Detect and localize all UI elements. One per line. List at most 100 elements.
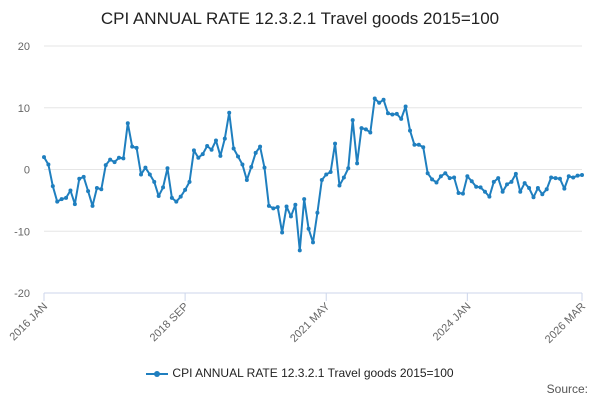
data-point[interactable]	[452, 175, 457, 180]
data-point[interactable]	[496, 176, 501, 181]
data-point[interactable]	[434, 180, 439, 185]
data-point[interactable]	[403, 104, 408, 109]
data-point[interactable]	[527, 186, 532, 191]
data-point[interactable]	[139, 172, 144, 177]
data-point[interactable]	[531, 195, 536, 200]
data-point[interactable]	[130, 144, 135, 149]
data-point[interactable]	[183, 187, 188, 192]
data-point[interactable]	[205, 144, 210, 149]
data-point[interactable]	[319, 177, 324, 182]
data-point[interactable]	[86, 189, 91, 194]
data-point[interactable]	[315, 210, 320, 215]
data-point[interactable]	[72, 202, 77, 207]
data-point[interactable]	[64, 195, 69, 200]
data-point[interactable]	[68, 188, 73, 193]
data-point[interactable]	[509, 179, 514, 184]
data-point[interactable]	[178, 194, 183, 199]
data-point[interactable]	[94, 186, 99, 191]
data-point[interactable]	[244, 177, 249, 182]
data-point[interactable]	[222, 136, 227, 141]
data-point[interactable]	[191, 148, 196, 153]
data-point[interactable]	[456, 190, 461, 195]
data-point[interactable]	[333, 141, 338, 146]
data-point[interactable]	[297, 248, 302, 253]
data-point[interactable]	[103, 163, 108, 168]
data-point[interactable]	[425, 171, 430, 176]
data-point[interactable]	[469, 179, 474, 184]
data-point[interactable]	[169, 195, 174, 200]
data-point[interactable]	[359, 126, 364, 131]
data-point[interactable]	[443, 171, 448, 176]
data-point[interactable]	[302, 197, 307, 202]
data-point[interactable]	[200, 152, 205, 157]
data-point[interactable]	[553, 176, 558, 181]
data-point[interactable]	[196, 155, 201, 160]
data-point[interactable]	[487, 194, 492, 199]
data-point[interactable]	[381, 97, 386, 102]
data-point[interactable]	[165, 166, 170, 171]
data-point[interactable]	[50, 184, 55, 189]
data-point[interactable]	[341, 175, 346, 180]
data-point[interactable]	[253, 150, 258, 155]
data-point[interactable]	[311, 240, 315, 245]
data-point[interactable]	[535, 186, 540, 191]
data-point[interactable]	[500, 189, 505, 194]
data-point[interactable]	[152, 179, 157, 184]
data-point[interactable]	[571, 175, 576, 180]
data-point[interactable]	[482, 189, 487, 194]
data-point[interactable]	[328, 169, 333, 174]
data-point[interactable]	[55, 199, 60, 204]
data-point[interactable]	[491, 179, 496, 184]
data-point[interactable]	[271, 206, 276, 211]
data-point[interactable]	[324, 172, 329, 177]
data-point[interactable]	[575, 173, 580, 178]
data-point[interactable]	[337, 183, 342, 188]
series-line[interactable]	[43, 97, 583, 252]
data-point[interactable]	[416, 142, 421, 147]
data-point[interactable]	[99, 187, 104, 192]
data-point[interactable]	[46, 162, 51, 167]
data-point[interactable]	[218, 153, 223, 158]
data-point[interactable]	[125, 121, 130, 126]
data-point[interactable]	[231, 146, 236, 151]
data-point[interactable]	[505, 182, 510, 187]
data-point[interactable]	[430, 177, 435, 182]
data-point[interactable]	[266, 203, 271, 208]
data-point[interactable]	[390, 112, 395, 117]
data-point[interactable]	[350, 118, 355, 123]
data-point[interactable]	[121, 156, 126, 161]
data-point[interactable]	[438, 174, 443, 179]
data-point[interactable]	[156, 194, 161, 199]
legend[interactable]: CPI ANNUAL RATE 12.3.2.1 Travel goods 20…	[0, 366, 600, 380]
data-point[interactable]	[143, 165, 148, 170]
data-point[interactable]	[77, 176, 82, 181]
data-point[interactable]	[236, 154, 241, 159]
data-point[interactable]	[377, 100, 382, 105]
data-point[interactable]	[566, 174, 571, 179]
data-point[interactable]	[394, 111, 399, 116]
data-point[interactable]	[544, 187, 549, 192]
data-point[interactable]	[522, 181, 527, 186]
data-point[interactable]	[90, 203, 95, 208]
data-point[interactable]	[288, 214, 293, 219]
data-point[interactable]	[368, 130, 373, 135]
data-point[interactable]	[478, 185, 483, 190]
data-point[interactable]	[275, 205, 280, 210]
data-point[interactable]	[209, 147, 214, 152]
data-point[interactable]	[147, 172, 152, 177]
data-point[interactable]	[59, 197, 64, 202]
data-point[interactable]	[465, 174, 470, 179]
data-point[interactable]	[280, 230, 285, 235]
data-point[interactable]	[174, 199, 179, 204]
data-point[interactable]	[249, 165, 254, 170]
data-point[interactable]	[447, 176, 452, 181]
data-point[interactable]	[161, 185, 166, 190]
data-point[interactable]	[108, 157, 113, 162]
data-point[interactable]	[187, 179, 192, 184]
data-point[interactable]	[513, 171, 518, 176]
data-point[interactable]	[112, 160, 117, 165]
data-point[interactable]	[385, 111, 390, 116]
data-point[interactable]	[355, 161, 360, 166]
data-point[interactable]	[549, 175, 554, 180]
data-point[interactable]	[408, 128, 413, 133]
